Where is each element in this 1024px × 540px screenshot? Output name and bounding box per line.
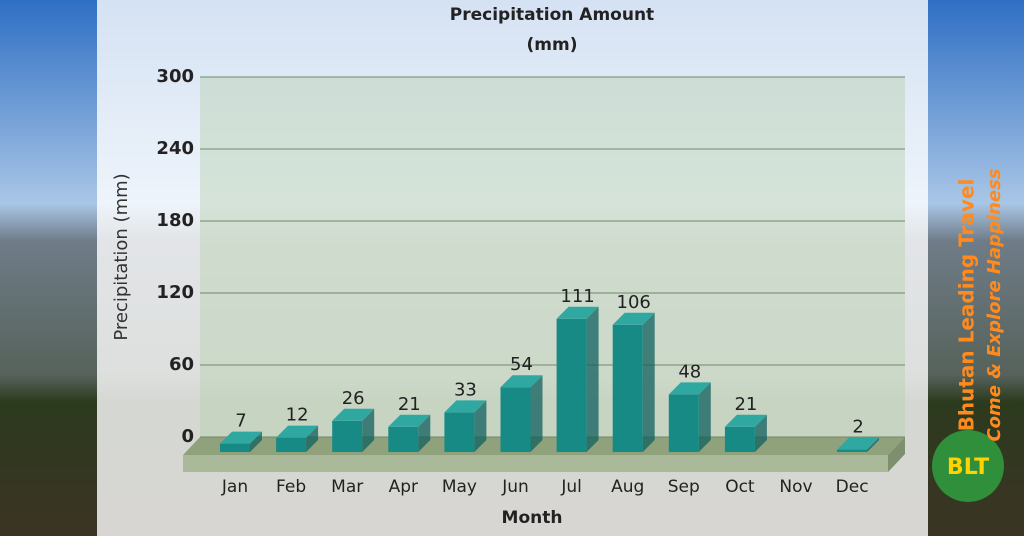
bar-top: [220, 431, 262, 444]
value-label: 21: [734, 394, 757, 415]
chart-title: Precipitation Amount: [450, 5, 654, 25]
floor-front: [183, 455, 888, 472]
x-tick-label: May: [442, 477, 477, 497]
x-tick-label: Mar: [331, 477, 363, 497]
x-tick-label: Jun: [501, 477, 529, 497]
bar-side: [474, 400, 487, 452]
bar-side: [586, 306, 599, 452]
x-axis-label: Month: [502, 508, 563, 528]
bar-front: [500, 387, 531, 452]
value-label: 106: [617, 292, 651, 313]
bar: [332, 408, 375, 452]
bar-side: [250, 431, 262, 452]
bar-front: [668, 394, 699, 452]
bar-front: [388, 426, 419, 452]
bar-front: [612, 324, 643, 452]
x-tick-label: Feb: [276, 477, 306, 497]
x-tick-label: Jan: [221, 477, 248, 497]
value-label: 2: [852, 417, 863, 438]
bar-top: [500, 375, 543, 388]
y-axis-label: Precipitation (mm): [111, 173, 132, 340]
bar-front: [220, 443, 250, 452]
bar-top: [612, 312, 655, 325]
bar: [556, 306, 599, 452]
bar: [668, 382, 711, 452]
y-tick-label: 240: [156, 138, 194, 159]
bar-side: [698, 382, 711, 452]
bar-top: [724, 414, 767, 427]
x-tick-label: Jul: [560, 477, 582, 497]
x-tick-label: Nov: [779, 477, 812, 497]
bar-side: [362, 408, 375, 452]
bar-top: [837, 437, 880, 450]
bar: [612, 312, 655, 452]
value-label: 48: [678, 361, 701, 382]
value-label: 33: [454, 379, 477, 400]
value-label: 54: [510, 354, 533, 375]
y-tick-label: 120: [156, 282, 194, 303]
bar-side: [642, 312, 655, 452]
logo-text: BLT: [947, 455, 989, 480]
bar-side: [754, 414, 767, 452]
y-tick-label: 0: [181, 426, 194, 447]
bar: [444, 400, 487, 452]
plot-wall: [200, 77, 905, 437]
value-label: 21: [398, 394, 421, 415]
bar-front: [837, 449, 868, 452]
bar: [724, 414, 767, 452]
y-tick-label: 60: [169, 354, 194, 375]
bar: [220, 431, 262, 452]
bar-top: [388, 414, 431, 427]
bar-side: [867, 437, 880, 452]
y-tick-label: 180: [156, 210, 194, 231]
bar-top: [668, 382, 711, 395]
bar-front: [332, 420, 363, 452]
value-label: 7: [235, 411, 246, 432]
bar: [837, 437, 880, 452]
value-label: 26: [342, 388, 365, 409]
bar-front: [724, 426, 755, 452]
x-tick-label: Dec: [836, 477, 869, 497]
x-tick-label: Aug: [611, 477, 644, 497]
value-label: 111: [560, 286, 594, 307]
brand-slogan: Come & Explore Happiness: [984, 168, 1005, 441]
bar-top: [556, 306, 599, 319]
bar-top: [276, 425, 319, 438]
brand-name: Bhutan Leading Travel: [955, 179, 979, 432]
floor-side: [888, 437, 905, 472]
bar-front: [444, 412, 475, 452]
x-tick-label: Oct: [725, 477, 755, 497]
bar: [500, 375, 543, 452]
bar-side: [306, 425, 319, 452]
bar-top: [332, 408, 375, 421]
branding: BLT Bhutan Leading Travel Come & Explore…: [932, 168, 1005, 502]
bar: [276, 425, 319, 452]
bar-side: [418, 414, 431, 452]
logo: [932, 430, 1004, 502]
value-label: 12: [286, 405, 309, 426]
bar-front: [276, 437, 307, 452]
y-tick-label: 300: [156, 66, 194, 87]
x-tick-label: Sep: [668, 477, 700, 497]
bar: [388, 414, 431, 452]
bar-top: [444, 400, 487, 413]
x-tick-label: Apr: [389, 477, 418, 497]
bar-side: [530, 375, 543, 452]
bar-front: [556, 318, 587, 452]
chart-subtitle: (mm): [527, 35, 578, 55]
